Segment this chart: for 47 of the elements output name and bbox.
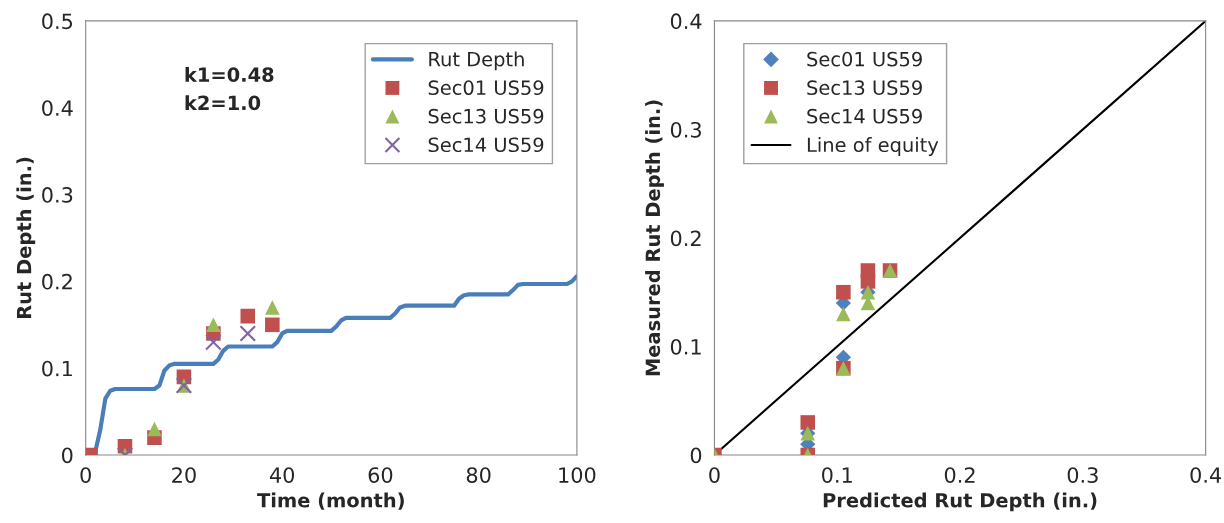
y-tick-label: 0.1 bbox=[42, 360, 72, 377]
x-tick-label: 0 bbox=[709, 467, 720, 483]
x-tick-label: 0 bbox=[80, 467, 91, 483]
point bbox=[800, 415, 816, 430]
point bbox=[240, 308, 256, 324]
legend-label: Rut Depth bbox=[429, 51, 524, 71]
x-axis-title: Predicted Rut Depth (in.) bbox=[823, 492, 1097, 512]
x-tick-label: 0.4 bbox=[1190, 467, 1222, 483]
x-axis-title: Time (month) bbox=[257, 492, 404, 510]
x-tick-label: 0.3 bbox=[1067, 467, 1098, 483]
legend-label: Sec01 US59 bbox=[428, 80, 544, 96]
y-tick-label: 0.3 bbox=[42, 187, 73, 203]
legend-label: Sec13 US59 bbox=[428, 108, 544, 124]
point bbox=[836, 284, 851, 300]
y-tick-label: 0.2 bbox=[42, 273, 72, 290]
x-tick-label: 0.2 bbox=[944, 467, 975, 483]
y-tick-label: 0.2 bbox=[670, 230, 701, 247]
point bbox=[265, 300, 280, 315]
x-tick-label: 80 bbox=[466, 467, 491, 483]
y-tick-label: 0.1 bbox=[670, 338, 701, 355]
legend-label: Line of equity bbox=[807, 137, 939, 156]
y-axis-title: Rut Depth (in.) bbox=[16, 157, 36, 319]
x-tick-label: 0.1 bbox=[822, 467, 852, 483]
legend-label: Sec14 US59 bbox=[428, 137, 544, 153]
x-tick-label: 40 bbox=[269, 467, 295, 483]
x-tick-label: 60 bbox=[368, 467, 393, 483]
y-tick-label: 0.5 bbox=[42, 13, 73, 30]
y-axis-title: Measured Rut Depth (in.) bbox=[645, 100, 664, 376]
y-tick-label: 0.3 bbox=[670, 121, 701, 138]
point bbox=[147, 421, 162, 437]
annotation: k1=0.48 bbox=[185, 66, 274, 82]
y-tick-label: 0.4 bbox=[670, 13, 702, 30]
legend-label: Sec14 US59 bbox=[807, 108, 922, 124]
legend-label: Sec13 US59 bbox=[807, 80, 922, 96]
point bbox=[860, 263, 876, 278]
point bbox=[239, 325, 257, 342]
legend-label: Sec01 US59 bbox=[807, 51, 922, 67]
annotation: k2=1.0 bbox=[185, 95, 261, 111]
y-tick-label: 0 bbox=[61, 447, 73, 464]
y-tick-label: 0 bbox=[690, 447, 702, 464]
point bbox=[265, 317, 280, 333]
y-tick-label: 0.4 bbox=[42, 100, 73, 116]
x-tick-label: 20 bbox=[172, 467, 196, 483]
point bbox=[836, 306, 851, 322]
x-tick-label: 100 bbox=[559, 467, 596, 483]
point bbox=[205, 333, 222, 351]
point bbox=[206, 317, 221, 333]
